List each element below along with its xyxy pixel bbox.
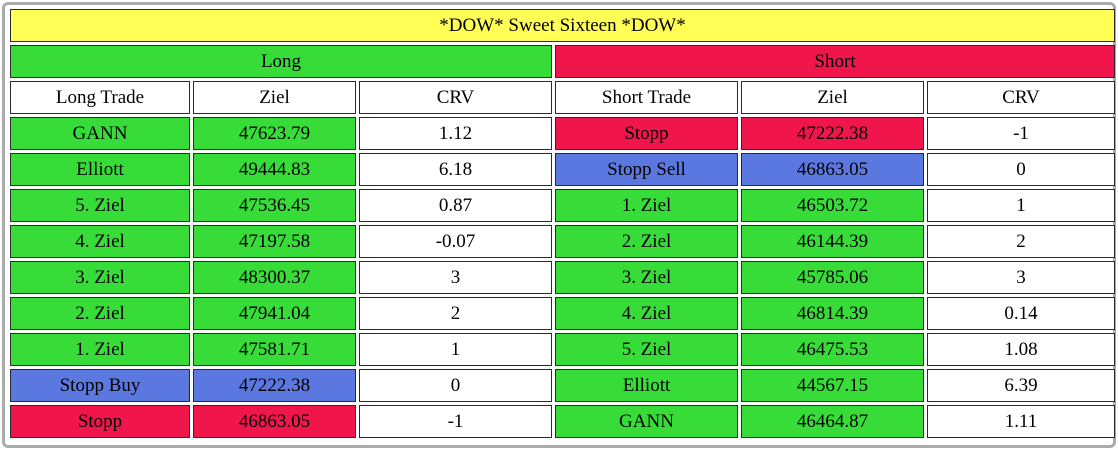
short-crv-cell: 6.39 bbox=[927, 369, 1116, 402]
long-ziel-cell: 47197.58 bbox=[193, 225, 356, 258]
table-row: Stopp 46863.05 -1 GANN 46464.87 1.11 bbox=[10, 405, 1116, 438]
column-header-long-crv: CRV bbox=[359, 81, 552, 114]
short-trade-cell: 5. Ziel bbox=[555, 333, 738, 366]
long-crv-cell: 1.12 bbox=[359, 117, 552, 150]
short-ziel-cell: 46503.72 bbox=[741, 189, 924, 222]
short-ziel-cell: 46144.39 bbox=[741, 225, 924, 258]
title-row: *DOW* Sweet Sixteen *DOW* bbox=[10, 9, 1116, 42]
table-row: 5. Ziel 47536.45 0.87 1. Ziel 46503.72 1 bbox=[10, 189, 1116, 222]
page-title: *DOW* Sweet Sixteen *DOW* bbox=[10, 9, 1116, 42]
short-trade-cell: Elliott bbox=[555, 369, 738, 402]
short-crv-cell: 1.11 bbox=[927, 405, 1116, 438]
long-crv-cell: 2 bbox=[359, 297, 552, 330]
short-crv-cell: 1 bbox=[927, 189, 1116, 222]
short-ziel-cell: 45785.06 bbox=[741, 261, 924, 294]
long-trade-cell: GANN bbox=[10, 117, 190, 150]
short-trade-cell: Stopp bbox=[555, 117, 738, 150]
long-trade-cell: 5. Ziel bbox=[10, 189, 190, 222]
section-header-row: Long Short bbox=[10, 45, 1116, 78]
long-ziel-cell: 47536.45 bbox=[193, 189, 356, 222]
long-ziel-cell: 47941.04 bbox=[193, 297, 356, 330]
short-trade-cell: GANN bbox=[555, 405, 738, 438]
long-ziel-cell: 48300.37 bbox=[193, 261, 356, 294]
table-row: Elliott 49444.83 6.18 Stopp Sell 46863.0… bbox=[10, 153, 1116, 186]
long-trade-cell: 3. Ziel bbox=[10, 261, 190, 294]
short-trade-cell: 2. Ziel bbox=[555, 225, 738, 258]
table-row: 4. Ziel 47197.58 -0.07 2. Ziel 46144.39 … bbox=[10, 225, 1116, 258]
long-ziel-cell: 47222.38 bbox=[193, 369, 356, 402]
short-crv-cell: 2 bbox=[927, 225, 1116, 258]
long-crv-cell: 0 bbox=[359, 369, 552, 402]
table-row: 1. Ziel 47581.71 1 5. Ziel 46475.53 1.08 bbox=[10, 333, 1116, 366]
long-crv-cell: -1 bbox=[359, 405, 552, 438]
long-trade-cell: 4. Ziel bbox=[10, 225, 190, 258]
section-header-short: Short bbox=[555, 45, 1116, 78]
table-row: Stopp Buy 47222.38 0 Elliott 44567.15 6.… bbox=[10, 369, 1116, 402]
short-trade-cell: 1. Ziel bbox=[555, 189, 738, 222]
short-trade-cell: Stopp Sell bbox=[555, 153, 738, 186]
column-header-short-crv: CRV bbox=[927, 81, 1116, 114]
short-ziel-cell: 46863.05 bbox=[741, 153, 924, 186]
trades-table: *DOW* Sweet Sixteen *DOW* Long Short Lon… bbox=[7, 6, 1118, 441]
short-crv-cell: 1.08 bbox=[927, 333, 1116, 366]
long-crv-cell: 0.87 bbox=[359, 189, 552, 222]
short-trade-cell: 4. Ziel bbox=[555, 297, 738, 330]
short-ziel-cell: 44567.15 bbox=[741, 369, 924, 402]
column-header-long-ziel: Ziel bbox=[193, 81, 356, 114]
short-trade-cell: 3. Ziel bbox=[555, 261, 738, 294]
short-crv-cell: 3 bbox=[927, 261, 1116, 294]
table-row: GANN 47623.79 1.12 Stopp 47222.38 -1 bbox=[10, 117, 1116, 150]
long-crv-cell: -0.07 bbox=[359, 225, 552, 258]
column-header-row: Long Trade Ziel CRV Short Trade Ziel CRV bbox=[10, 81, 1116, 114]
short-ziel-cell: 46464.87 bbox=[741, 405, 924, 438]
long-ziel-cell: 47581.71 bbox=[193, 333, 356, 366]
long-crv-cell: 3 bbox=[359, 261, 552, 294]
table-row: 2. Ziel 47941.04 2 4. Ziel 46814.39 0.14 bbox=[10, 297, 1116, 330]
table-row: 3. Ziel 48300.37 3 3. Ziel 45785.06 3 bbox=[10, 261, 1116, 294]
short-crv-cell: -1 bbox=[927, 117, 1116, 150]
long-crv-cell: 6.18 bbox=[359, 153, 552, 186]
short-ziel-cell: 47222.38 bbox=[741, 117, 924, 150]
long-trade-cell: 2. Ziel bbox=[10, 297, 190, 330]
short-crv-cell: 0.14 bbox=[927, 297, 1116, 330]
short-ziel-cell: 46475.53 bbox=[741, 333, 924, 366]
data-rows: GANN 47623.79 1.12 Stopp 47222.38 -1 Ell… bbox=[10, 117, 1116, 438]
long-crv-cell: 1 bbox=[359, 333, 552, 366]
column-header-short-trade: Short Trade bbox=[555, 81, 738, 114]
short-ziel-cell: 46814.39 bbox=[741, 297, 924, 330]
long-trade-cell: Stopp bbox=[10, 405, 190, 438]
long-ziel-cell: 47623.79 bbox=[193, 117, 356, 150]
long-ziel-cell: 46863.05 bbox=[193, 405, 356, 438]
column-header-short-ziel: Ziel bbox=[741, 81, 924, 114]
column-header-long-trade: Long Trade bbox=[10, 81, 190, 114]
long-trade-cell: Stopp Buy bbox=[10, 369, 190, 402]
short-crv-cell: 0 bbox=[927, 153, 1116, 186]
long-trade-cell: 1. Ziel bbox=[10, 333, 190, 366]
section-header-long: Long bbox=[10, 45, 552, 78]
long-ziel-cell: 49444.83 bbox=[193, 153, 356, 186]
long-trade-cell: Elliott bbox=[10, 153, 190, 186]
